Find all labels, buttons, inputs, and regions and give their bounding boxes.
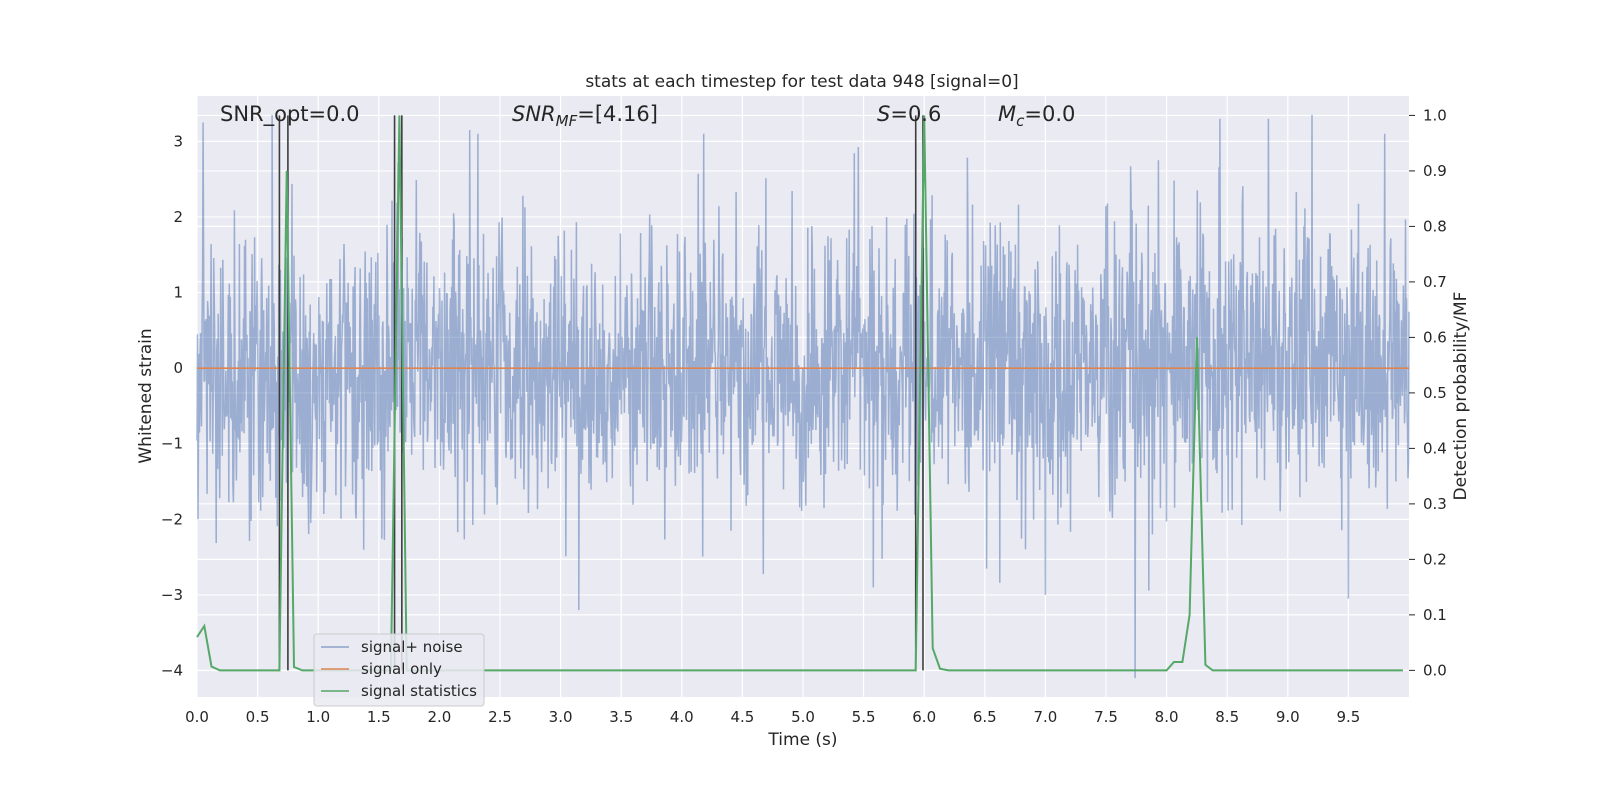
x-tick-label: 1.5 bbox=[367, 708, 391, 726]
left-y-tick-label: −3 bbox=[161, 586, 183, 604]
annotation-s: S=0.6 bbox=[877, 102, 941, 126]
legend: signal+ noise signal only signal statist… bbox=[313, 633, 485, 707]
signal-statistics-series bbox=[196, 115, 1403, 672]
x-tick-label: 3.5 bbox=[609, 708, 633, 726]
signal-statistics-line bbox=[196, 115, 1403, 672]
x-tick-label: 5.5 bbox=[852, 708, 876, 726]
annotation-snr-opt: SNR_opt=0.0 bbox=[220, 102, 360, 127]
left-y-axis-label: Whitened strain bbox=[136, 328, 156, 463]
annotation-snr-mf-sub: MF bbox=[556, 112, 578, 130]
right-y-axis-ticks: 1.0 0.9 0.8 0.7 0.6 0.5 0.4 0.3 0.2 0.1 0.0 bbox=[1409, 106, 1447, 679]
x-tick-label: 7.5 bbox=[1094, 708, 1118, 726]
signal-plus-noise-line bbox=[196, 114, 1410, 679]
annotation-mc-sub: c bbox=[1016, 112, 1025, 130]
left-y-tick-label: −2 bbox=[161, 510, 183, 528]
x-tick-label: 3.0 bbox=[549, 708, 573, 726]
left-y-tick-label: 3 bbox=[173, 132, 183, 150]
left-y-tick-label: 2 bbox=[173, 208, 183, 226]
left-y-tick-label: 0 bbox=[173, 359, 183, 377]
legend-label-noise: signal+ noise bbox=[361, 638, 463, 656]
left-y-tick-label: −4 bbox=[161, 662, 183, 680]
right-y-tick-label: 0.9 bbox=[1423, 162, 1447, 180]
right-y-tick-label: 0.2 bbox=[1423, 550, 1447, 568]
x-tick-label: 1.0 bbox=[306, 708, 330, 726]
x-tick-label: 2.5 bbox=[488, 708, 512, 726]
annotation-s-rest: =0.6 bbox=[890, 102, 941, 126]
right-y-tick-label: 0.1 bbox=[1423, 606, 1447, 624]
right-y-tick-label: 0.7 bbox=[1423, 273, 1447, 291]
right-y-tick-label: 0.5 bbox=[1423, 384, 1447, 402]
x-tick-label: 6.5 bbox=[973, 708, 997, 726]
x-tick-label: 4.0 bbox=[670, 708, 694, 726]
left-y-axis-ticks: 3 2 1 0 −1 −2 −3 −4 bbox=[161, 132, 183, 679]
x-tick-label: 5.0 bbox=[791, 708, 815, 726]
right-y-tick-label: 0.3 bbox=[1423, 495, 1447, 513]
plot-area bbox=[196, 96, 1410, 697]
x-tick-label: 0.0 bbox=[185, 708, 209, 726]
chart-title: stats at each timestep for test data 948… bbox=[585, 72, 1018, 92]
annotation-snr-mf-main: SNR bbox=[512, 102, 556, 126]
annotation-mc: Mc=0.0 bbox=[998, 102, 1075, 130]
right-y-tick-label: 1.0 bbox=[1423, 106, 1447, 124]
annotation-snr-mf: SNRMF=[4.16] bbox=[512, 102, 658, 130]
x-axis-label: Time (s) bbox=[767, 730, 837, 750]
annotation-mc-rest: =0.0 bbox=[1024, 102, 1075, 126]
right-y-axis-label: Detection probability/MF bbox=[1451, 292, 1471, 501]
signal-plus-noise-series bbox=[196, 114, 1410, 679]
annotation-s-main: S bbox=[877, 102, 890, 126]
left-y-tick-label: −1 bbox=[161, 435, 183, 453]
right-y-tick-label: 0.0 bbox=[1423, 661, 1447, 679]
x-tick-label: 6.0 bbox=[912, 708, 936, 726]
x-tick-label: 8.5 bbox=[1215, 708, 1239, 726]
x-tick-label: 9.5 bbox=[1336, 708, 1360, 726]
left-y-tick-label: 1 bbox=[173, 284, 183, 302]
x-tick-label: 9.0 bbox=[1276, 708, 1300, 726]
legend-frame bbox=[313, 633, 485, 707]
annotation-snr-mf-rest: =[4.16] bbox=[577, 102, 658, 126]
x-tick-label: 7.0 bbox=[1033, 708, 1057, 726]
x-tick-label: 8.0 bbox=[1155, 708, 1179, 726]
annotation-mc-main: M bbox=[998, 102, 1016, 126]
x-tick-label: 4.5 bbox=[730, 708, 754, 726]
right-y-tick-label: 0.6 bbox=[1423, 328, 1447, 346]
right-y-tick-label: 0.4 bbox=[1423, 439, 1447, 457]
legend-label-statistics: signal statistics bbox=[361, 682, 477, 700]
x-axis-ticks: 0.0 0.5 1.0 1.5 2.0 2.5 3.0 3.5 4.0 4.5 5.0 5.5 6.0 6… bbox=[185, 708, 1360, 726]
legend-label-signal: signal only bbox=[361, 660, 442, 678]
x-tick-label: 2.0 bbox=[427, 708, 451, 726]
right-y-tick-label: 0.8 bbox=[1423, 217, 1447, 235]
x-tick-label: 0.5 bbox=[246, 708, 270, 726]
